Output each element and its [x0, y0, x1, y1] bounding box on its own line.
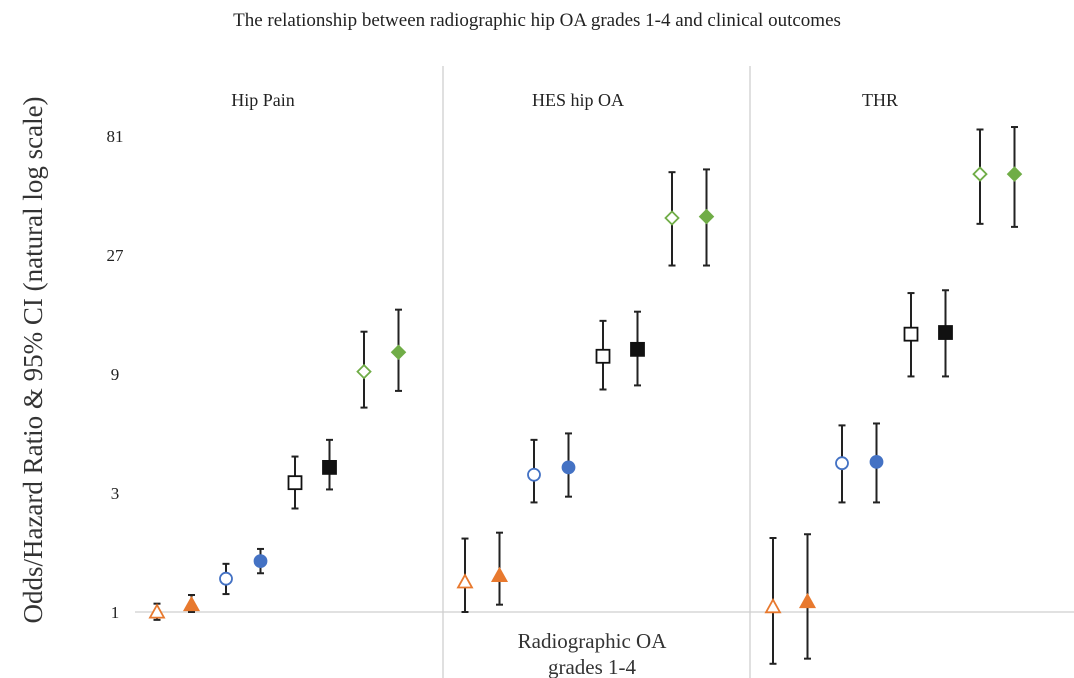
circle-marker — [835, 456, 849, 471]
circle-marker — [527, 467, 541, 482]
data-point-diamond-filled — [1006, 126, 1023, 228]
triangle-marker — [764, 597, 782, 614]
x-axis-label-line-2: grades 1-4 — [548, 655, 637, 678]
y-tick-label: 81 — [107, 127, 124, 146]
triangle-marker — [456, 573, 474, 589]
data-point-square-filled — [630, 310, 645, 387]
circle-marker — [253, 554, 268, 568]
triangle-marker — [148, 603, 166, 619]
square-marker — [595, 348, 611, 364]
triangle-marker — [182, 595, 201, 612]
data-point-circle-filled — [253, 547, 268, 575]
data-point-diamond-filled — [698, 168, 715, 267]
data-point-triangle-open — [148, 602, 166, 621]
data-point-circle-open — [835, 424, 849, 504]
diamond-marker — [664, 210, 680, 226]
data-point-square-filled — [938, 289, 953, 378]
data-point-diamond-open — [356, 330, 372, 409]
data-point-diamond-filled — [390, 308, 407, 392]
triangle-marker — [490, 566, 509, 583]
diamond-marker — [698, 208, 715, 225]
panel-title-hip-pain: Hip Pain — [231, 90, 295, 110]
circle-marker — [219, 571, 233, 586]
square-marker — [287, 475, 303, 491]
chart-title: The relationship between radiographic hi… — [233, 10, 841, 31]
y-tick-label: 3 — [111, 484, 120, 503]
diamond-marker — [1006, 166, 1023, 182]
data-point-square-open — [287, 455, 303, 510]
data-point-triangle-filled — [798, 533, 817, 660]
data-point-triangle-filled — [490, 531, 509, 606]
data-point-diamond-open — [664, 171, 680, 267]
data-point-square-filled — [322, 438, 337, 491]
triangle-marker — [798, 592, 817, 609]
data-point-circle-filled — [869, 422, 884, 504]
square-marker — [938, 325, 953, 340]
data-point-circle-open — [527, 438, 541, 504]
panel-title-thr: THR — [862, 90, 898, 110]
data-point-square-open — [595, 319, 611, 391]
data-point-triangle-filled — [182, 593, 201, 613]
data-point-square-open — [903, 292, 919, 378]
panel-title-hes-hip-oa: HES hip OA — [532, 90, 624, 110]
y-tick-label: 1 — [111, 603, 120, 622]
y-tick-label: 9 — [111, 365, 120, 384]
y-axis-label: Odds/Hazard Ratio & 95% CI (natural log … — [18, 96, 48, 623]
circle-marker — [869, 454, 884, 469]
data-point-diamond-open — [972, 128, 988, 225]
data-point-circle-filled — [561, 432, 576, 498]
square-marker — [903, 326, 919, 342]
x-axis-label-line-1: Radiographic OA — [518, 629, 668, 653]
data-point-triangle-open — [764, 537, 782, 665]
data-point-triangle-open — [456, 537, 474, 613]
y-axis-ticks: 1 3 9 27 81 — [107, 127, 125, 622]
diamond-marker — [972, 166, 988, 182]
square-marker — [322, 459, 337, 475]
square-marker — [630, 341, 645, 357]
circle-marker — [561, 460, 576, 475]
data-marks — [148, 126, 1023, 665]
y-tick-label: 27 — [107, 246, 125, 265]
data-point-circle-open — [219, 562, 233, 596]
diamond-marker — [390, 344, 407, 361]
diamond-marker — [356, 363, 372, 380]
